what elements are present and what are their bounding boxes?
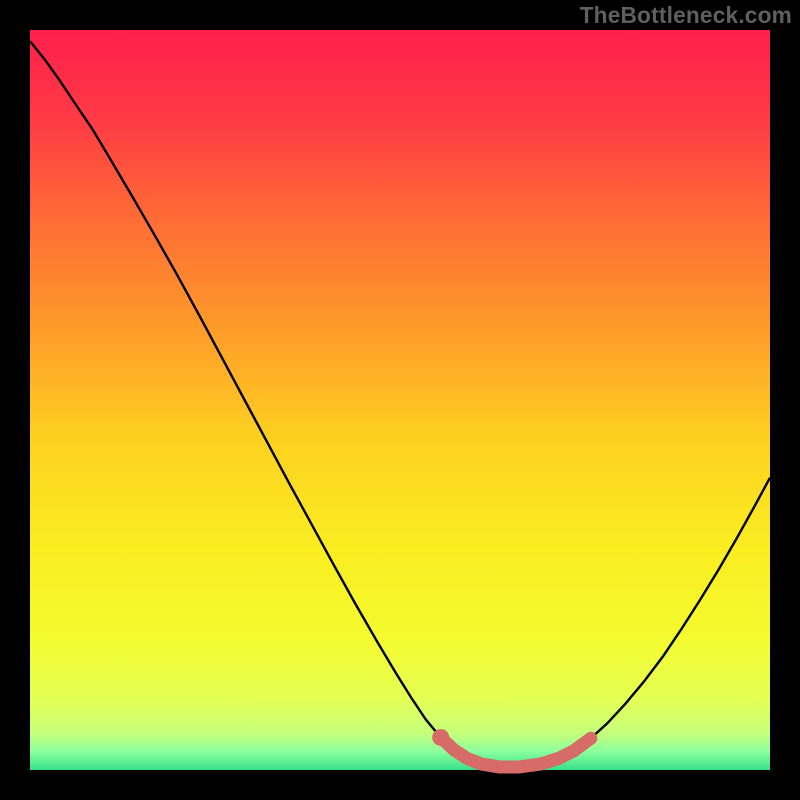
watermark-text: TheBottleneck.com [580, 2, 792, 29]
optimal-point-marker [432, 729, 449, 746]
bottleneck-chart [0, 0, 800, 800]
chart-stage: TheBottleneck.com [0, 0, 800, 800]
plot-area [30, 30, 770, 770]
